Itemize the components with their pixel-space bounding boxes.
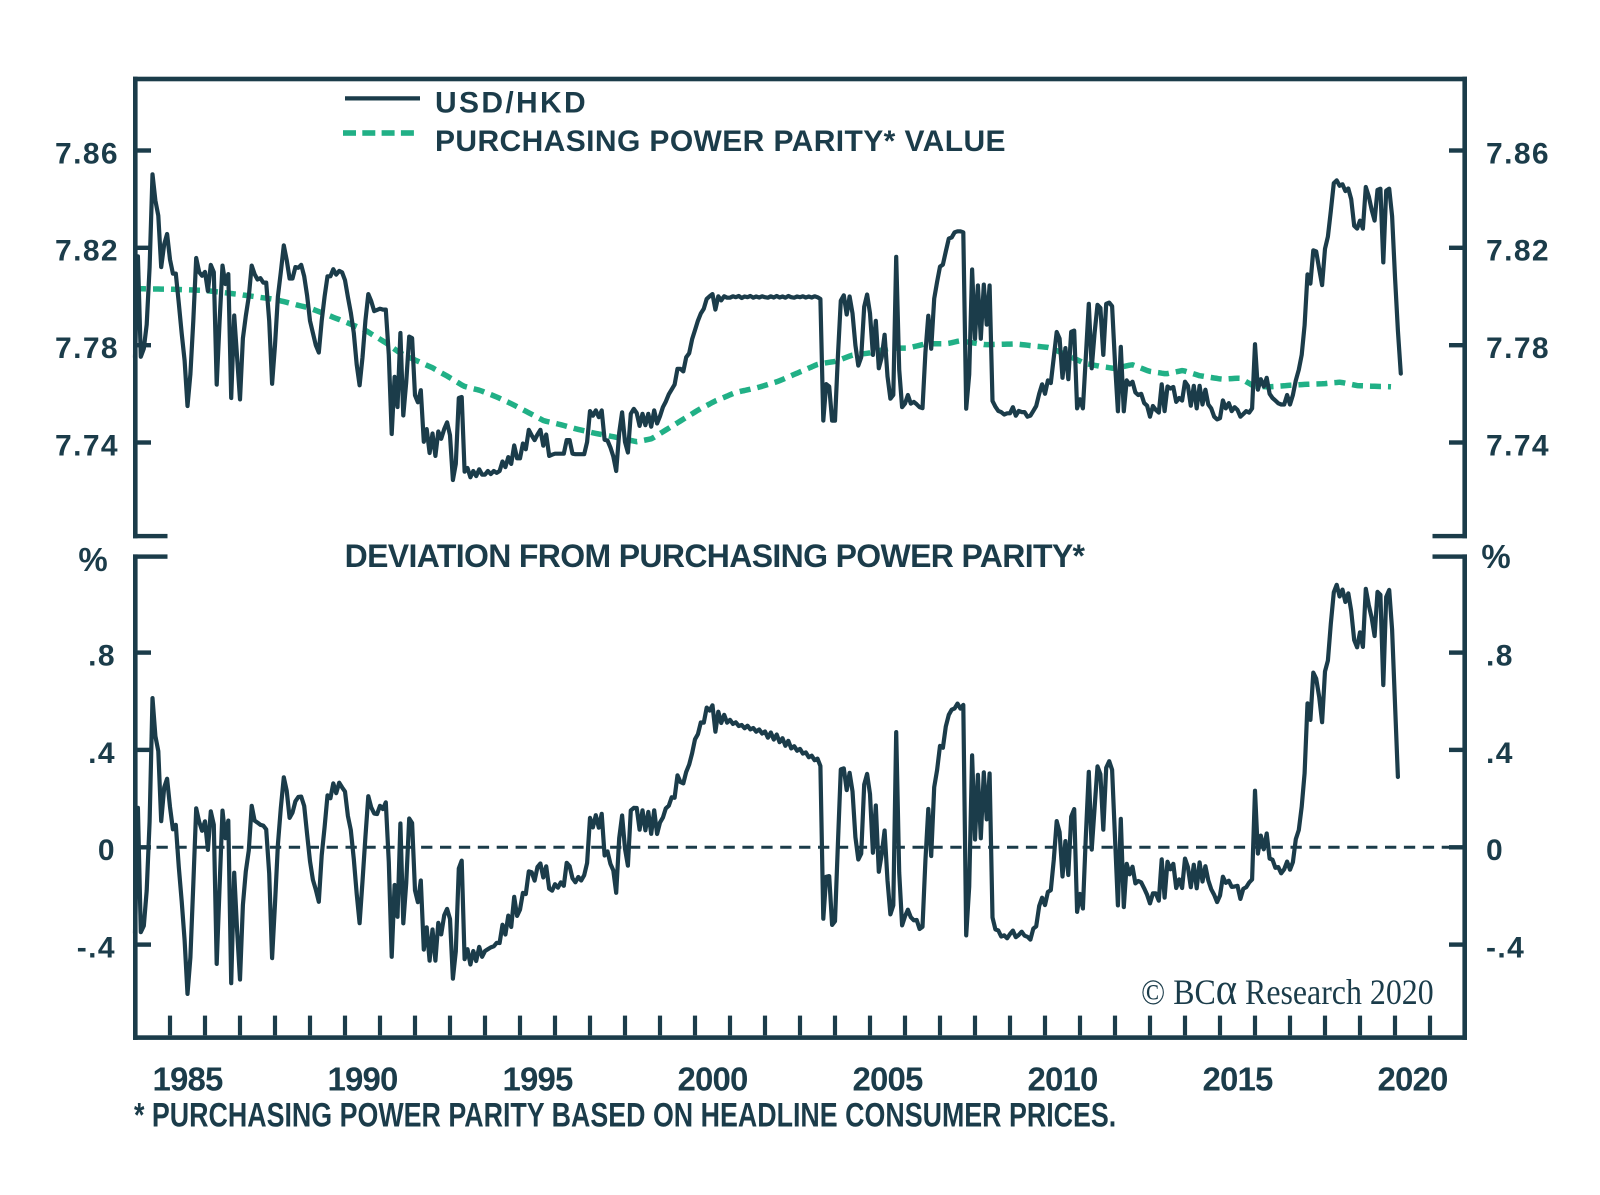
svg-text:2010: 2010 <box>1027 1061 1097 1098</box>
svg-text:.4: .4 <box>1486 737 1514 770</box>
svg-text:2015: 2015 <box>1202 1061 1273 1098</box>
svg-text:1985: 1985 <box>152 1061 223 1098</box>
svg-text:-.4: -.4 <box>77 931 116 964</box>
svg-text:1990: 1990 <box>327 1061 397 1098</box>
svg-text:7.82: 7.82 <box>1486 235 1550 268</box>
svg-text:7.74: 7.74 <box>1486 429 1550 462</box>
svg-text:-.4: -.4 <box>1486 931 1525 964</box>
svg-text:2000: 2000 <box>677 1061 747 1098</box>
svg-text:DEVIATION FROM PURCHASING POWE: DEVIATION FROM PURCHASING POWER PARITY* <box>345 538 1086 574</box>
svg-text:7.86: 7.86 <box>55 137 119 170</box>
svg-text:7.82: 7.82 <box>55 235 119 268</box>
svg-text:1995: 1995 <box>502 1061 573 1098</box>
svg-text:0: 0 <box>1486 834 1504 867</box>
svg-text:7.74: 7.74 <box>55 429 119 462</box>
svg-text:7.78: 7.78 <box>55 332 119 365</box>
svg-text:.8: .8 <box>88 640 116 673</box>
svg-text:PURCHASING POWER PARITY* VALUE: PURCHASING POWER PARITY* VALUE <box>435 125 1006 158</box>
svg-text:%: % <box>78 541 107 578</box>
svg-text:.4: .4 <box>88 737 116 770</box>
svg-text:2020: 2020 <box>1377 1061 1447 1098</box>
svg-text:2005: 2005 <box>852 1061 923 1098</box>
svg-text:7.78: 7.78 <box>1486 332 1550 365</box>
svg-text:0: 0 <box>98 834 116 867</box>
svg-text:%: % <box>1481 538 1510 575</box>
svg-text:© BCα Research 2020: © BCα Research 2020 <box>1141 964 1434 1015</box>
svg-text:7.86: 7.86 <box>1486 137 1550 170</box>
svg-text:USD/HKD: USD/HKD <box>435 86 588 119</box>
svg-text:* PURCHASING POWER PARITY BASE: * PURCHASING POWER PARITY BASED ON HEADL… <box>134 1097 1116 1135</box>
svg-text:.8: .8 <box>1486 640 1514 673</box>
